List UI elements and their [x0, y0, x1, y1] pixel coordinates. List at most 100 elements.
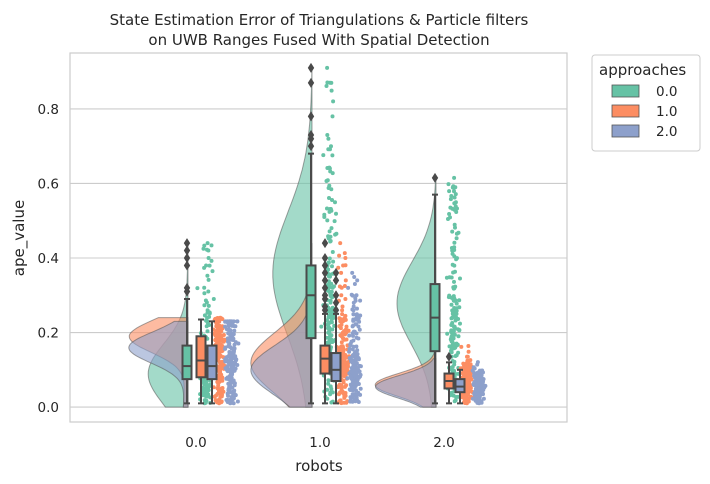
strip-point — [350, 392, 355, 397]
box-flier — [183, 238, 191, 249]
box-flier — [431, 172, 439, 183]
strip-point — [224, 376, 229, 381]
strip-point — [217, 352, 222, 357]
box-flier — [321, 260, 329, 271]
strip-point — [204, 324, 209, 329]
strip-point — [354, 335, 359, 340]
box-flier — [183, 245, 191, 256]
strip-point — [236, 341, 241, 346]
strip-point — [452, 263, 457, 268]
strip-point — [465, 371, 470, 376]
strip-point — [201, 246, 206, 251]
strip-point — [358, 386, 363, 391]
strip-point — [456, 350, 461, 355]
strip-point — [233, 324, 238, 329]
strip-point — [328, 300, 333, 305]
strip-point — [350, 293, 355, 298]
strip-point — [345, 376, 350, 381]
strip-point — [466, 349, 471, 354]
legend-swatch — [611, 84, 640, 98]
box-plots — [181, 62, 466, 405]
strip-point — [343, 256, 348, 260]
strip-point — [449, 350, 454, 355]
strip-point — [469, 377, 474, 382]
strip-point — [355, 278, 360, 283]
strip-point — [325, 65, 330, 70]
strip-point — [350, 353, 355, 358]
strip-point — [342, 251, 347, 256]
strip-point — [481, 396, 486, 401]
strip-point — [456, 230, 461, 235]
box-flier — [332, 305, 340, 316]
strip-point — [477, 386, 481, 391]
strip-point — [328, 392, 333, 397]
strip-point — [341, 263, 346, 268]
strip-point — [232, 342, 237, 347]
strip-point — [477, 399, 482, 403]
box-flier — [332, 297, 340, 308]
strip-point — [229, 346, 234, 351]
y-tick-label: 0.0 — [38, 400, 59, 416]
strip-point — [349, 359, 354, 364]
legend: approaches 0.0 1.0 2.0 — [591, 54, 701, 152]
strip-point — [340, 355, 345, 360]
strip-point — [466, 344, 471, 348]
strip-point — [329, 293, 334, 298]
strip-point — [204, 300, 209, 305]
strip-point — [327, 285, 332, 290]
strip-point — [331, 99, 336, 104]
strip-point — [327, 338, 332, 343]
strip-point — [214, 393, 218, 398]
strip-point — [339, 322, 344, 327]
strip-point — [216, 337, 220, 342]
strip-point — [356, 356, 361, 360]
strip-point — [447, 189, 452, 194]
strip-point — [204, 381, 209, 386]
strip-point — [235, 319, 240, 324]
strip-point — [220, 386, 225, 390]
box-body — [195, 335, 207, 379]
box-flier — [307, 62, 315, 73]
strip-point — [448, 197, 453, 202]
strip-point — [206, 289, 211, 294]
strip-point — [340, 332, 345, 337]
box-flier — [445, 351, 453, 362]
strip-point — [480, 389, 485, 394]
strip-point — [224, 398, 229, 402]
strip-point — [206, 248, 211, 253]
strip-point — [321, 153, 326, 158]
strip-point — [327, 229, 332, 234]
strip-point — [223, 366, 228, 371]
strip-point — [449, 390, 454, 395]
chart-title-line-2: on UWB Ranges Fused With Spatial Detecti… — [148, 31, 489, 49]
box-body — [330, 352, 342, 382]
strip-point — [223, 324, 228, 329]
strip-point — [356, 324, 361, 329]
strip-point — [449, 295, 454, 300]
strip-point — [451, 333, 456, 338]
strip-point — [330, 171, 335, 176]
strip-point — [322, 212, 327, 217]
strip-point — [325, 166, 330, 170]
box-body — [181, 344, 193, 381]
strip-point — [475, 377, 480, 382]
strip-point — [472, 371, 477, 375]
strip-point — [352, 282, 357, 286]
strip-point — [475, 360, 480, 365]
strip-point — [330, 198, 334, 202]
box-flier — [307, 77, 315, 88]
box-flier — [321, 282, 329, 293]
box-flier — [321, 290, 329, 301]
strip-point — [452, 342, 457, 347]
strip-point — [232, 392, 237, 396]
strip-point — [349, 376, 354, 381]
strip-point — [465, 377, 470, 381]
strip-point — [231, 396, 236, 401]
strip-point — [458, 276, 462, 281]
strip-point — [340, 304, 345, 309]
strip-point — [218, 369, 223, 374]
strip-point — [355, 367, 360, 372]
strip-point — [472, 373, 477, 378]
strip-point — [453, 354, 458, 358]
strip-point — [357, 327, 362, 332]
